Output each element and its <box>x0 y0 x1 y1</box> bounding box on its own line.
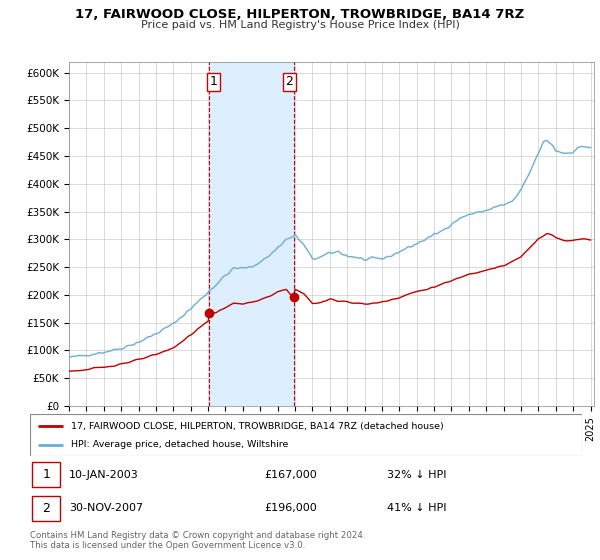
Text: £196,000: £196,000 <box>264 503 317 513</box>
Text: 10-JAN-2003: 10-JAN-2003 <box>69 470 139 479</box>
Text: 1: 1 <box>209 76 217 88</box>
Bar <box>209 62 293 406</box>
Text: HPI: Average price, detached house, Wiltshire: HPI: Average price, detached house, Wilt… <box>71 440 289 449</box>
Bar <box>32 496 60 521</box>
Text: 32% ↓ HPI: 32% ↓ HPI <box>387 470 446 479</box>
Text: £167,000: £167,000 <box>264 470 317 479</box>
Text: 41% ↓ HPI: 41% ↓ HPI <box>387 503 446 513</box>
Text: 30-NOV-2007: 30-NOV-2007 <box>69 503 143 513</box>
Text: 2: 2 <box>43 502 50 515</box>
Bar <box>32 463 60 487</box>
Text: 17, FAIRWOOD CLOSE, HILPERTON, TROWBRIDGE, BA14 7RZ: 17, FAIRWOOD CLOSE, HILPERTON, TROWBRIDG… <box>76 8 524 21</box>
Text: Contains HM Land Registry data © Crown copyright and database right 2024.
This d: Contains HM Land Registry data © Crown c… <box>30 530 365 550</box>
Text: 17, FAIRWOOD CLOSE, HILPERTON, TROWBRIDGE, BA14 7RZ (detached house): 17, FAIRWOOD CLOSE, HILPERTON, TROWBRIDG… <box>71 422 444 431</box>
Text: 2: 2 <box>286 76 293 88</box>
Text: Price paid vs. HM Land Registry's House Price Index (HPI): Price paid vs. HM Land Registry's House … <box>140 20 460 30</box>
Text: 1: 1 <box>43 468 50 481</box>
